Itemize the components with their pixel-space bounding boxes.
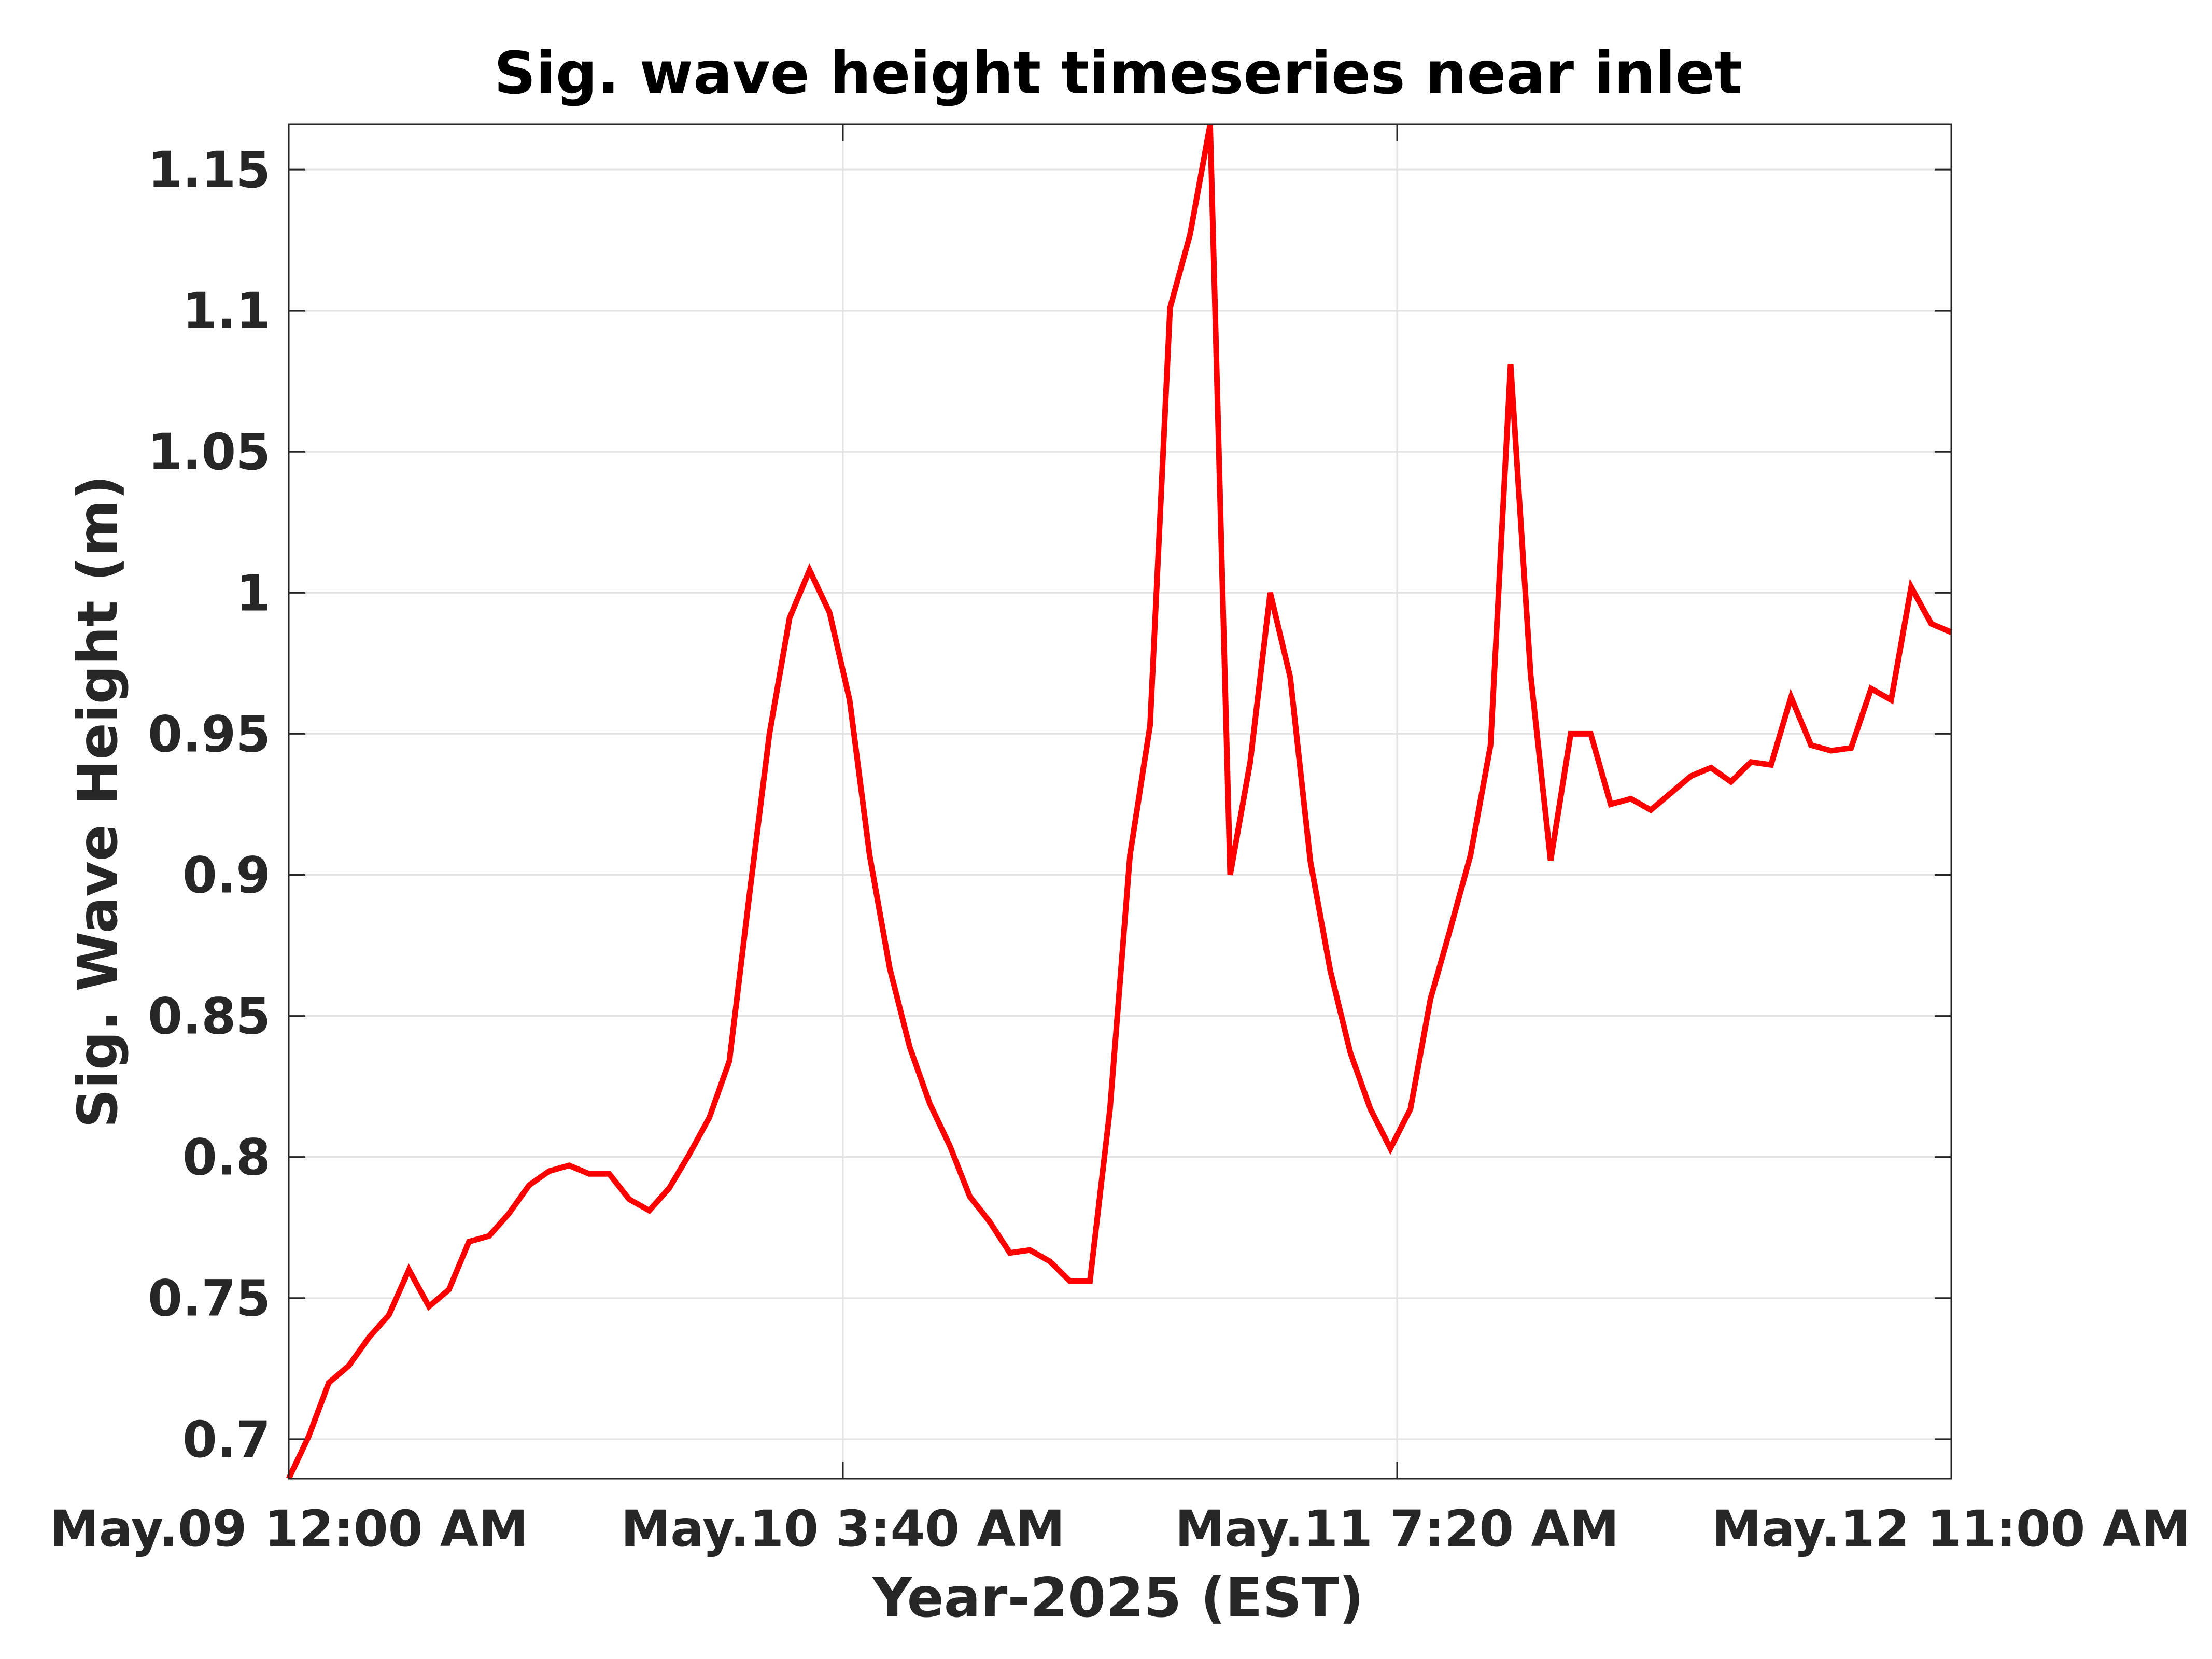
- y-gridlines: [289, 168, 1951, 1440]
- y-axis-tick-labels: 0.7 0.75 0.8 0.85 0.9 0.95 1 1.05 1.1 1.15: [148, 141, 271, 1469]
- series-layer: [286, 124, 1953, 1480]
- x-tick-label: May.10 3:40 AM: [621, 1500, 1065, 1558]
- y-tick-label: 0.75: [148, 1270, 271, 1328]
- plot-area: [289, 124, 1951, 1479]
- y-tick-label: 0.85: [148, 988, 271, 1046]
- x-tick-label: May.12 11:00 AM: [1712, 1500, 2190, 1558]
- y-tick-label: 1: [236, 564, 271, 622]
- y-tick-label: 0.9: [182, 846, 271, 904]
- x-axis-label: Year-2025 (EST): [871, 1566, 1364, 1629]
- chart-title: Sig. wave height timeseries near inlet: [494, 40, 1742, 107]
- series-line: [286, 124, 1953, 1480]
- y-axis-label: Sig. Wave Height (m): [66, 475, 130, 1128]
- x-tick-label: May.11 7:20 AM: [1175, 1500, 1619, 1558]
- x-axis-tick-labels: May.09 12:00 AM May.10 3:40 AM May.11 7:20…: [49, 1500, 2190, 1558]
- x-tick-label: May.09 12:00 AM: [49, 1500, 528, 1558]
- axis-ticks: [288, 124, 1952, 1479]
- y-tick-label: 1.1: [182, 282, 271, 340]
- y-tick-label: 1.05: [148, 423, 271, 481]
- y-tick-label: 1.15: [148, 141, 271, 199]
- y-tick-label: 0.8: [182, 1129, 271, 1187]
- y-tick-label: 0.7: [182, 1411, 271, 1469]
- y-tick-label: 0.95: [148, 705, 271, 763]
- plot-frame: [288, 123, 1952, 1480]
